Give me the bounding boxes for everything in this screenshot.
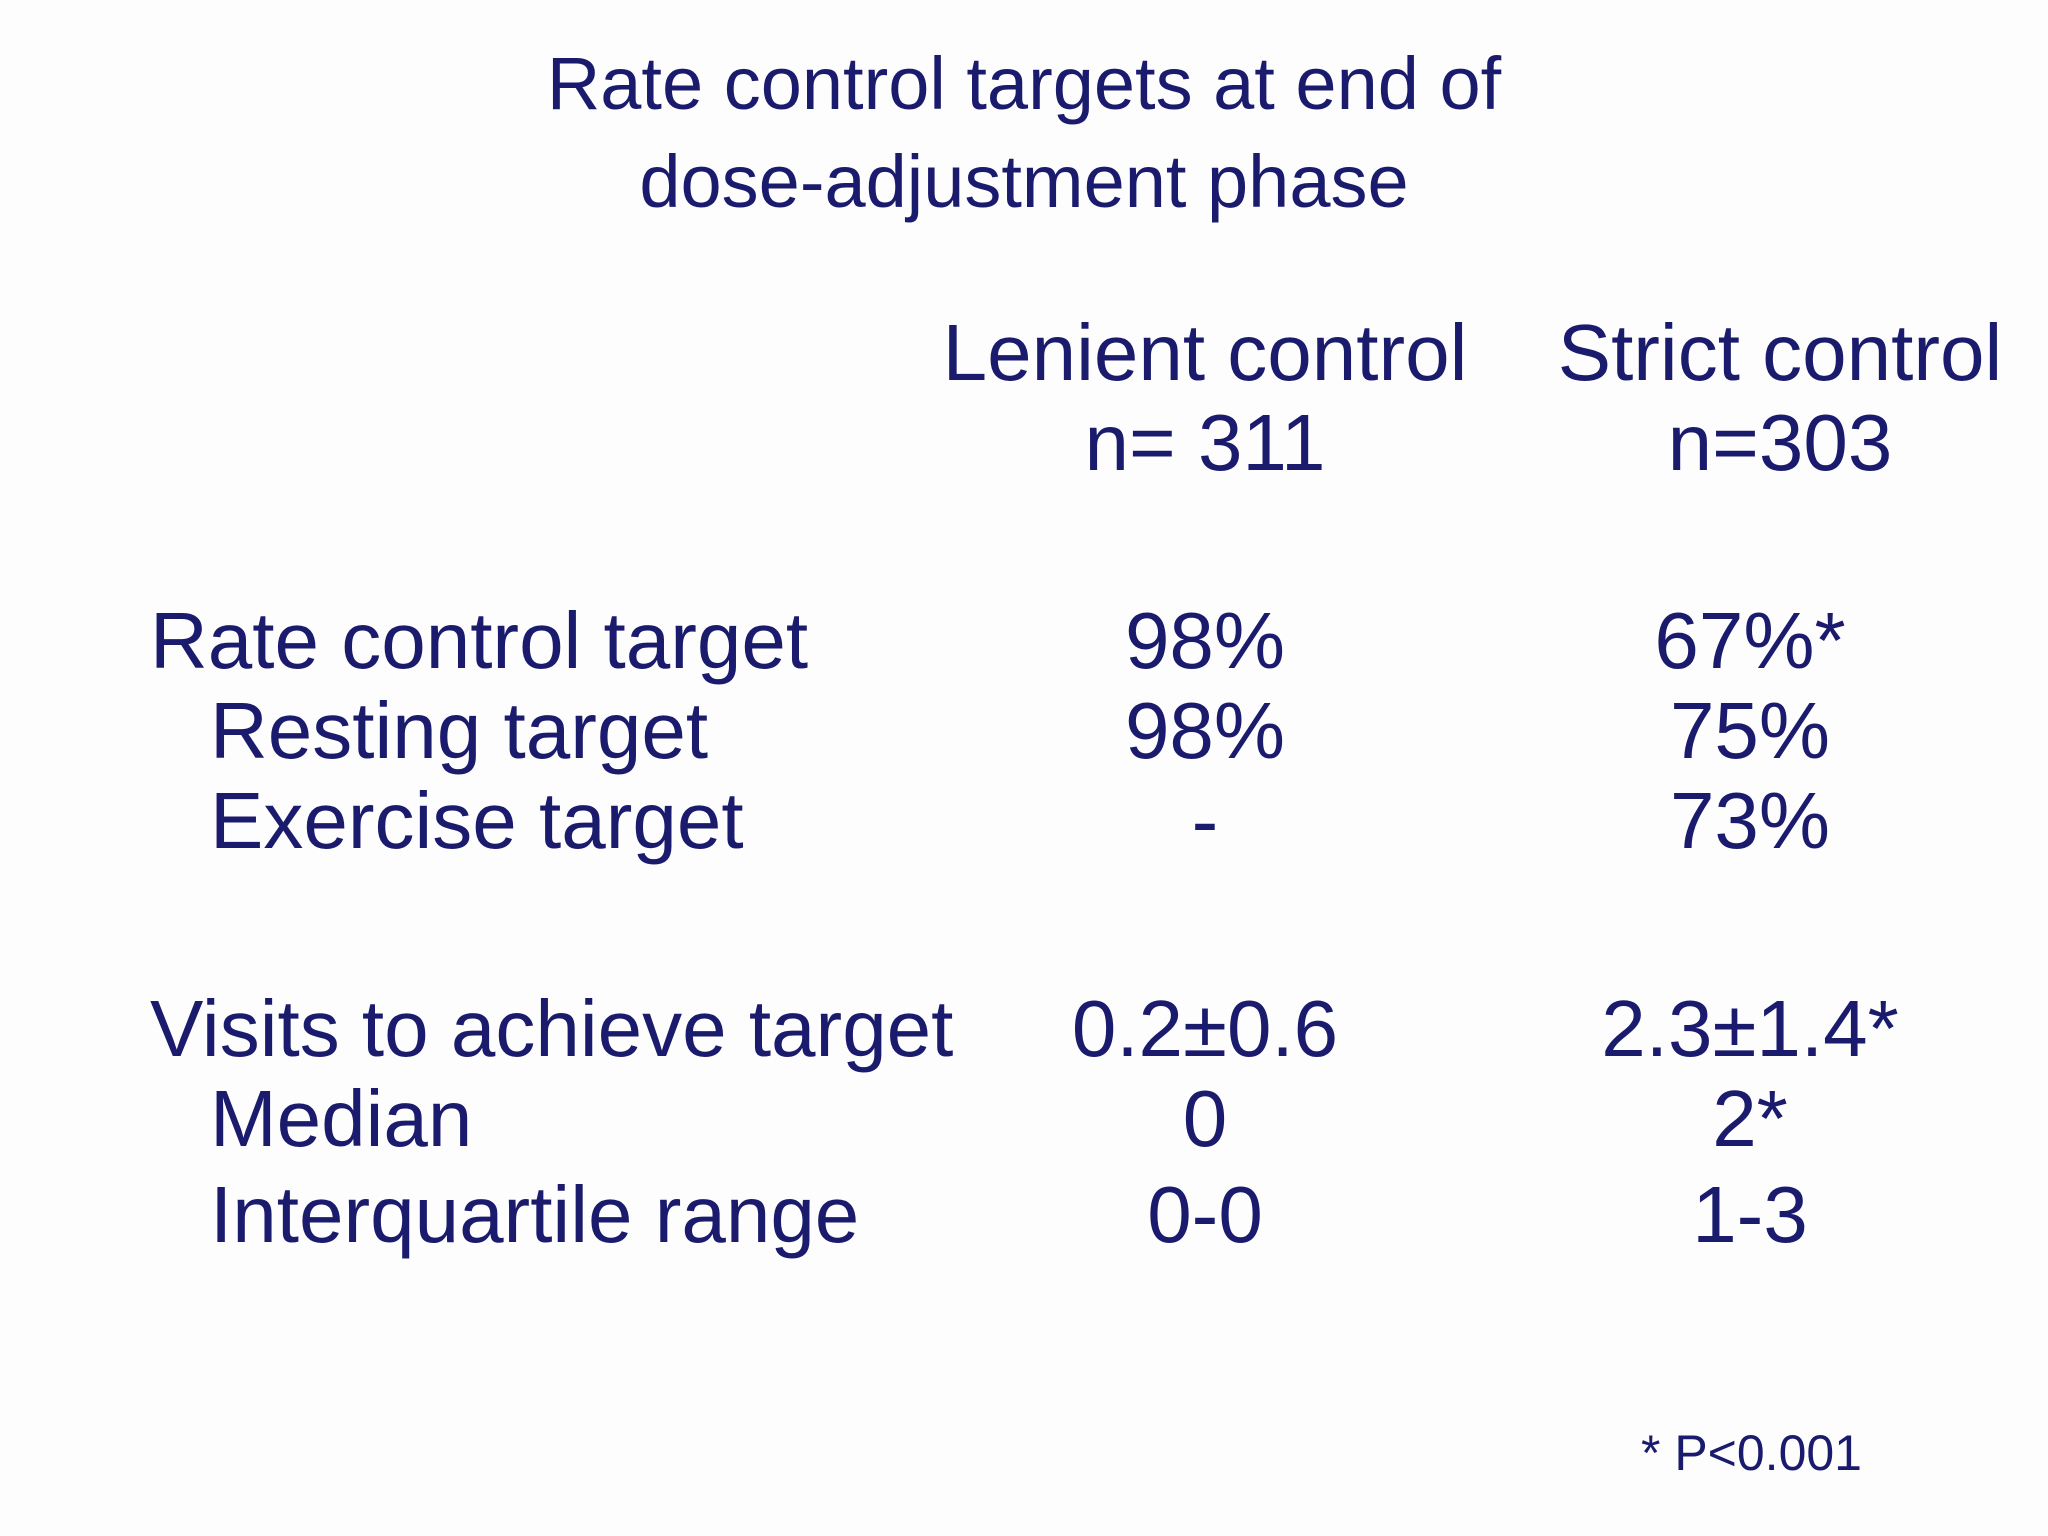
row-label: Interquartile range: [210, 1170, 860, 1259]
cell-strict: 73%: [1669, 776, 1831, 865]
cell-lenient: 98%: [1124, 596, 1286, 685]
slide-title-line2: dose-adjustment phase: [639, 140, 1409, 223]
table-row: Visits to achieve target 0.2±0.6 2.3±1.4…: [0, 984, 2048, 1074]
cell-lenient: 0: [1182, 1074, 1228, 1163]
table-header: Lenient control n= 311 Strict control n=…: [0, 308, 2048, 488]
cell-lenient: 98%: [1124, 686, 1286, 775]
column-header-strict: Strict control n=303: [1480, 308, 2048, 488]
row-label: Resting target: [210, 686, 709, 775]
table-row: Rate control target 98% 67%*: [0, 596, 2048, 686]
cell-lenient: 0.2±0.6: [1071, 984, 1339, 1073]
table-row: Exercise target - 73%: [0, 776, 2048, 866]
row-label: Exercise target: [210, 776, 744, 865]
column-header-lenient-n: n= 311: [1084, 398, 1326, 487]
row-label: Visits to achieve target: [150, 984, 954, 1073]
slide-title: Rate control targets at end of dose-adju…: [0, 35, 2048, 231]
cell-strict: 67%*: [1654, 596, 1846, 685]
column-header-strict-name: Strict control: [1557, 308, 2003, 397]
table-row: Resting target 98% 75%: [0, 686, 2048, 776]
significance-footnote: * P<0.001: [1640, 1425, 1862, 1481]
row-label: Median: [210, 1074, 473, 1163]
slide-title-line1: Rate control targets at end of: [546, 42, 1502, 125]
cell-lenient: -: [1191, 776, 1219, 865]
table-row: Interquartile range 0-0 1-3: [0, 1170, 2048, 1260]
cell-strict: 2*: [1712, 1074, 1788, 1163]
column-header-strict-n: n=303: [1667, 398, 1893, 487]
row-label: Rate control target: [150, 596, 809, 685]
cell-strict: 75%: [1669, 686, 1831, 775]
column-header-lenient-name: Lenient control: [942, 308, 1468, 397]
column-header-lenient: Lenient control n= 311: [905, 308, 1505, 488]
table-row: Median 0 2*: [0, 1074, 2048, 1164]
cell-strict: 1-3: [1692, 1170, 1808, 1259]
cell-strict: 2.3±1.4*: [1601, 984, 1899, 1073]
cell-lenient: 0-0: [1147, 1170, 1263, 1259]
